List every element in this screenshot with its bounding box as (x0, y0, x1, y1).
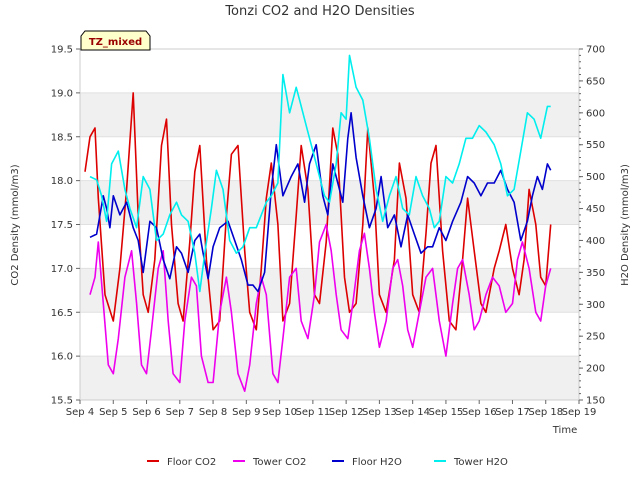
y-left-tick-label: 16.5 (51, 308, 73, 319)
tz-tag-label: TZ_mixed (89, 37, 142, 48)
x-tick-label: Sep 5 (99, 407, 127, 418)
series-layer (84, 54, 552, 393)
x-tick-label: Sep 6 (132, 407, 160, 418)
x-tick-label: Sep 8 (199, 407, 227, 418)
x-tick-label: Sep 15 (429, 407, 464, 418)
y-right-tick-label: 600 (586, 108, 605, 119)
y-axis-left-label: CO2 Density (mmol/m3) (10, 164, 21, 285)
y-axis-left: 15.5 16.0 16.5 17.0 17.5 18.0 18.5 19.0 19.5 (51, 45, 80, 407)
y-right-tick-label: 650 (586, 76, 605, 87)
y-right-tick-label: 400 (586, 236, 605, 247)
x-tick-label: Sep 12 (329, 407, 364, 418)
x-tick-label: Sep 17 (495, 407, 530, 418)
y-right-tick-label: 700 (586, 45, 605, 56)
y-left-tick-label: 18.5 (51, 132, 73, 143)
x-tick-label: Sep 19 (562, 407, 597, 418)
x-tick-label: Sep 18 (528, 407, 563, 418)
y-right-tick-label: 200 (586, 364, 605, 375)
legend-label-tower-co2: Tower CO2 (252, 457, 306, 468)
x-tick-label: Sep 16 (462, 407, 497, 418)
x-tick-label: Sep 13 (362, 407, 397, 418)
x-tick-label: Sep 11 (295, 407, 330, 418)
x-tick-label: Sep 4 (66, 407, 94, 418)
y-right-tick-label: 550 (586, 140, 605, 151)
tz-tag: TZ_mixed (80, 30, 151, 51)
x-tick-label: Sep 14 (395, 407, 430, 418)
grid-band (80, 356, 579, 400)
y-left-tick-label: 15.5 (51, 396, 73, 407)
y-right-tick-label: 450 (586, 204, 605, 215)
series-line-tower-h2o (89, 54, 551, 293)
y-right-tick-label: 300 (586, 300, 605, 311)
x-axis: Sep 4 Sep 5 Sep 6 Sep 7 Sep 8 Sep 9 Sep 10Sep … (66, 400, 597, 418)
grid-bands (80, 92, 579, 401)
tz-tag-box (80, 30, 151, 51)
y-axis-right-label: H2O Density (mmol/m3) (620, 164, 631, 286)
y-right-tick-label: 150 (586, 396, 605, 407)
y-axis-right: 150 200 250 300 350 400 450 500 550 600 650 700 (579, 45, 605, 407)
y-left-tick-label: 19.0 (51, 88, 73, 99)
x-tick-label: Sep 7 (166, 407, 194, 418)
series-line-tower-co2 (89, 223, 552, 393)
legend-label-tower-h2o: Tower H2O (453, 457, 508, 468)
series-line-floor-h2o (89, 112, 552, 293)
x-axis-label: Time (552, 425, 577, 436)
y-left-tick-label: 17.5 (51, 220, 73, 231)
y-right-tick-label: 500 (586, 172, 605, 183)
legend-label-floor-h2o: Floor H2O (352, 457, 402, 468)
y-left-tick-label: 17.0 (51, 264, 73, 275)
grid-band (80, 268, 579, 313)
y-left-tick-label: 16.0 (51, 352, 73, 363)
grid-band (80, 92, 579, 137)
x-tick-label: Sep 10 (262, 407, 297, 418)
y-right-tick-label: 250 (586, 332, 605, 343)
x-tick-label: Sep 9 (232, 407, 260, 418)
legend: Floor CO2 Tower CO2 Floor H2O Tower H2O (147, 457, 508, 468)
chart-title: Tonzi CO2 and H2O Densities (224, 4, 415, 19)
y-left-tick-label: 18.0 (51, 176, 73, 187)
legend-label-floor-co2: Floor CO2 (167, 457, 216, 468)
y-right-tick-label: 350 (586, 268, 605, 279)
y-left-tick-label: 19.5 (51, 45, 73, 56)
